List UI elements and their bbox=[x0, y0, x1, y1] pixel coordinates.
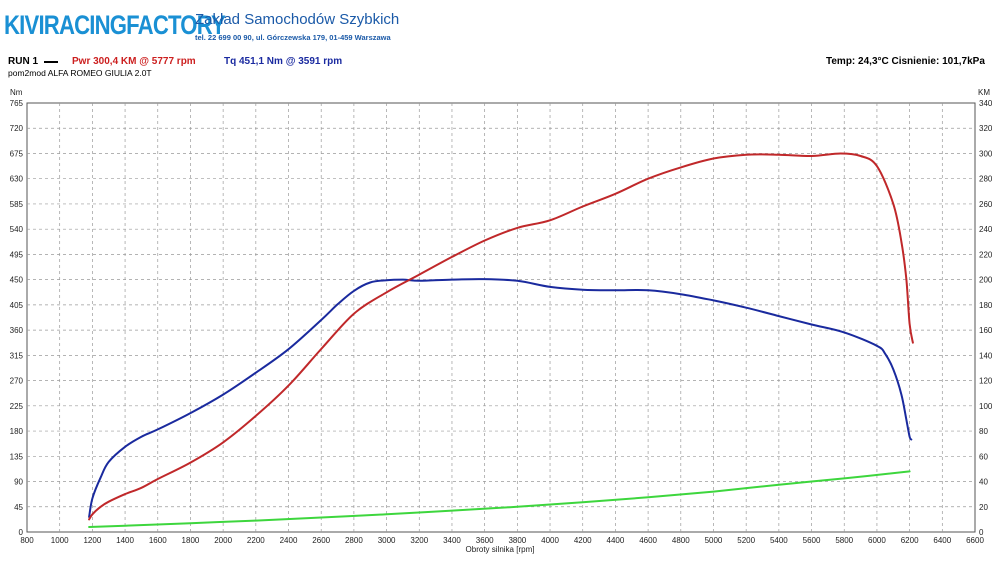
y-left-tick-label: 270 bbox=[10, 377, 24, 386]
x-tick-label: 1400 bbox=[116, 536, 134, 545]
x-tick-label: 2000 bbox=[214, 536, 232, 545]
y-left-tick-label: 585 bbox=[10, 200, 24, 209]
y-left-tick-label: 630 bbox=[10, 175, 24, 184]
x-tick-label: 3200 bbox=[410, 536, 428, 545]
company-name: Zakład Samochodów Szybkich bbox=[195, 11, 400, 28]
y-right-tick-label: 220 bbox=[979, 250, 993, 259]
x-tick-label: 4200 bbox=[574, 536, 592, 545]
x-tick-label: 5400 bbox=[770, 536, 788, 545]
vehicle-label: pom2mod ALFA ROMEO GIULIA 2.0T bbox=[8, 68, 152, 78]
y-left-tick-label: 405 bbox=[10, 301, 24, 310]
x-tick-label: 1800 bbox=[182, 536, 200, 545]
x-tick-label: 4000 bbox=[541, 536, 559, 545]
y-left-tick-label: 90 bbox=[14, 478, 23, 487]
x-tick-label: 3800 bbox=[508, 536, 526, 545]
y-right-tick-label: 140 bbox=[979, 351, 993, 360]
x-tick-label: 5800 bbox=[835, 536, 853, 545]
x-tick-label: 3000 bbox=[378, 536, 396, 545]
y-right-tick-label: 200 bbox=[979, 276, 993, 285]
series-line-loss bbox=[88, 470, 911, 528]
y-left-tick-label: 0 bbox=[19, 528, 24, 537]
y-left-tick-label: 315 bbox=[10, 351, 24, 360]
y-right-tick-label: 320 bbox=[979, 124, 993, 133]
report-header: KIVIRACINGFACTORY Zakład Samochodów Szyb… bbox=[0, 0, 1000, 48]
y-left-tick-label: 180 bbox=[10, 427, 24, 436]
run-label: RUN 1 bbox=[8, 56, 39, 67]
x-tick-label: 4800 bbox=[672, 536, 690, 545]
y-right-tick-label: 260 bbox=[979, 200, 993, 209]
y-right-tick-label: 20 bbox=[979, 503, 988, 512]
x-tick-label: 4400 bbox=[607, 536, 625, 545]
run-legend-line bbox=[44, 61, 58, 63]
right-axis-unit: KM bbox=[978, 88, 990, 97]
y-right-tick-label: 80 bbox=[979, 427, 988, 436]
y-right-tick-label: 180 bbox=[979, 301, 993, 310]
brand-logo: KIVIRACINGFACTORY bbox=[4, 10, 226, 40]
y-left-tick-label: 45 bbox=[14, 503, 23, 512]
left-axis-unit: Nm bbox=[10, 88, 23, 97]
axis-layer: 800 1000 1200 1400 1600 1800 2000 2200 2400 2600 2… bbox=[10, 99, 993, 545]
x-tick-label: 4600 bbox=[639, 536, 657, 545]
x-tick-label: 2200 bbox=[247, 536, 265, 545]
x-tick-label: 2800 bbox=[345, 536, 363, 545]
torque-peak-label: Tq 451,1 Nm @ 3591 rpm bbox=[224, 56, 343, 67]
series-line-tq bbox=[88, 278, 913, 518]
y-left-tick-label: 135 bbox=[10, 452, 24, 461]
y-right-tick-label: 280 bbox=[979, 175, 993, 184]
x-tick-label: 800 bbox=[20, 536, 34, 545]
x-tick-label: 6400 bbox=[933, 536, 951, 545]
y-right-tick-label: 60 bbox=[979, 452, 988, 461]
y-right-tick-label: 0 bbox=[979, 528, 984, 537]
x-axis-label: Obroty silnika [rpm] bbox=[466, 545, 535, 554]
series-layer bbox=[88, 152, 914, 528]
y-right-tick-label: 40 bbox=[979, 478, 988, 487]
y-right-tick-label: 120 bbox=[979, 377, 993, 386]
y-left-tick-label: 540 bbox=[10, 225, 24, 234]
x-tick-label: 5000 bbox=[705, 536, 723, 545]
x-tick-label: 6200 bbox=[901, 536, 919, 545]
y-left-tick-label: 675 bbox=[10, 149, 24, 158]
x-tick-label: 5600 bbox=[803, 536, 821, 545]
x-tick-label: 6600 bbox=[966, 536, 984, 545]
y-right-tick-label: 240 bbox=[979, 225, 993, 234]
company-address: tel. 22 699 00 90, ul. Górczewska 179, 0… bbox=[195, 33, 391, 42]
grid-layer bbox=[26, 102, 976, 533]
y-right-tick-label: 100 bbox=[979, 402, 993, 411]
y-right-tick-label: 160 bbox=[979, 326, 993, 335]
y-left-tick-label: 360 bbox=[10, 326, 24, 335]
y-left-tick-label: 720 bbox=[10, 124, 24, 133]
x-tick-label: 6000 bbox=[868, 536, 886, 545]
power-peak-label: Pwr 300,4 KM @ 5777 rpm bbox=[72, 56, 196, 67]
environment-label: Temp: 24,3°C Cisnienie: 101,7kPa bbox=[826, 56, 985, 67]
x-tick-label: 2600 bbox=[312, 536, 330, 545]
x-tick-label: 3600 bbox=[476, 536, 494, 545]
y-left-tick-label: 765 bbox=[10, 99, 24, 108]
x-tick-label: 3400 bbox=[443, 536, 461, 545]
x-tick-label: 1000 bbox=[51, 536, 69, 545]
y-left-tick-label: 495 bbox=[10, 250, 24, 259]
y-left-tick-label: 225 bbox=[10, 402, 24, 411]
x-tick-label: 1200 bbox=[83, 536, 101, 545]
x-tick-label: 1600 bbox=[149, 536, 167, 545]
y-right-tick-label: 300 bbox=[979, 149, 993, 158]
series-line-pwr bbox=[88, 152, 914, 521]
x-tick-label: 2400 bbox=[280, 536, 298, 545]
plot-frame bbox=[26, 102, 976, 533]
y-right-tick-label: 340 bbox=[979, 99, 993, 108]
x-tick-label: 5200 bbox=[737, 536, 755, 545]
y-left-tick-label: 450 bbox=[10, 276, 24, 285]
